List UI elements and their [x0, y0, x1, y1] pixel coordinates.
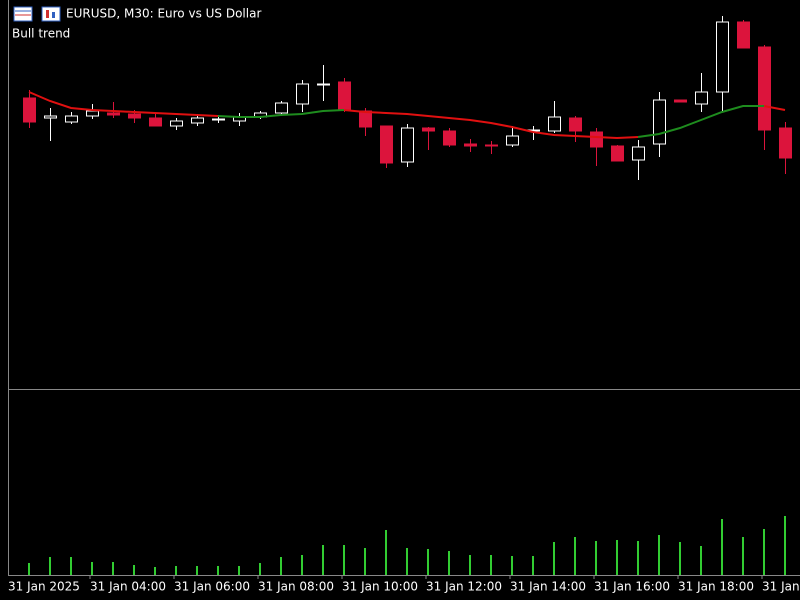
candle-body: [380, 125, 393, 164]
x-tick-label: 31 Jan 10:00: [342, 580, 418, 594]
icon: [46, 10, 49, 18]
moving-average: [763, 105, 786, 111]
candle-body: [170, 120, 183, 127]
x-tick-label: 31 Jan 18:00: [678, 580, 754, 594]
icon: [41, 6, 61, 22]
x-tick-label: 31 Jan 04:00: [90, 580, 166, 594]
moving-average: [637, 105, 764, 138]
header-icons: [13, 6, 61, 22]
candle-body: [632, 146, 645, 161]
candle-body: [86, 110, 99, 117]
candle-body: [212, 118, 225, 121]
chart-title: EURUSD, M30: Euro vs US Dollar: [66, 7, 261, 21]
candle-body: [44, 115, 57, 119]
x-tick-label: 31 Jan 12:00: [426, 580, 502, 594]
x-tick-label: 31 Jan: [762, 580, 800, 594]
candle-body: [674, 99, 687, 103]
x-tick-label: 31 Jan 06:00: [174, 580, 250, 594]
candle-body: [590, 131, 603, 148]
moving-average: [28, 91, 219, 117]
candle-body: [359, 110, 372, 128]
candle-body: [401, 127, 414, 163]
candle-body: [23, 97, 36, 123]
candle-body: [65, 115, 78, 123]
icon: [13, 6, 33, 22]
candle-body: [716, 21, 729, 93]
candle-body: [485, 144, 498, 147]
candle-body: [611, 145, 624, 162]
candle-body: [506, 135, 519, 146]
candle-body: [569, 117, 582, 132]
candle-body: [443, 130, 456, 146]
candle-body: [338, 81, 351, 111]
candle-body: [191, 117, 204, 124]
moving-average: [343, 109, 639, 140]
candle-body: [464, 143, 477, 147]
candle-body: [779, 127, 792, 159]
candle-body: [296, 83, 309, 105]
candle-body: [737, 21, 750, 49]
candle-body: [548, 116, 561, 132]
candle-body: [695, 91, 708, 105]
icon: [52, 12, 55, 18]
x-tick-label: 31 Jan 2025: [8, 580, 80, 594]
x-tick-label: 31 Jan 16:00: [594, 580, 670, 594]
x-tick-label: 31 Jan 14:00: [510, 580, 586, 594]
candle-body: [275, 102, 288, 114]
candle-body: [317, 83, 330, 86]
candle-body: [653, 99, 666, 145]
moving-average: [217, 109, 345, 118]
candle-body: [149, 117, 162, 127]
chart-subtitle: Bull trend: [12, 27, 70, 41]
candle-body: [128, 113, 141, 119]
candle-body: [422, 127, 435, 132]
candle-body: [107, 112, 120, 116]
candle-body: [758, 46, 771, 131]
x-tick-label: 31 Jan 08:00: [258, 580, 334, 594]
